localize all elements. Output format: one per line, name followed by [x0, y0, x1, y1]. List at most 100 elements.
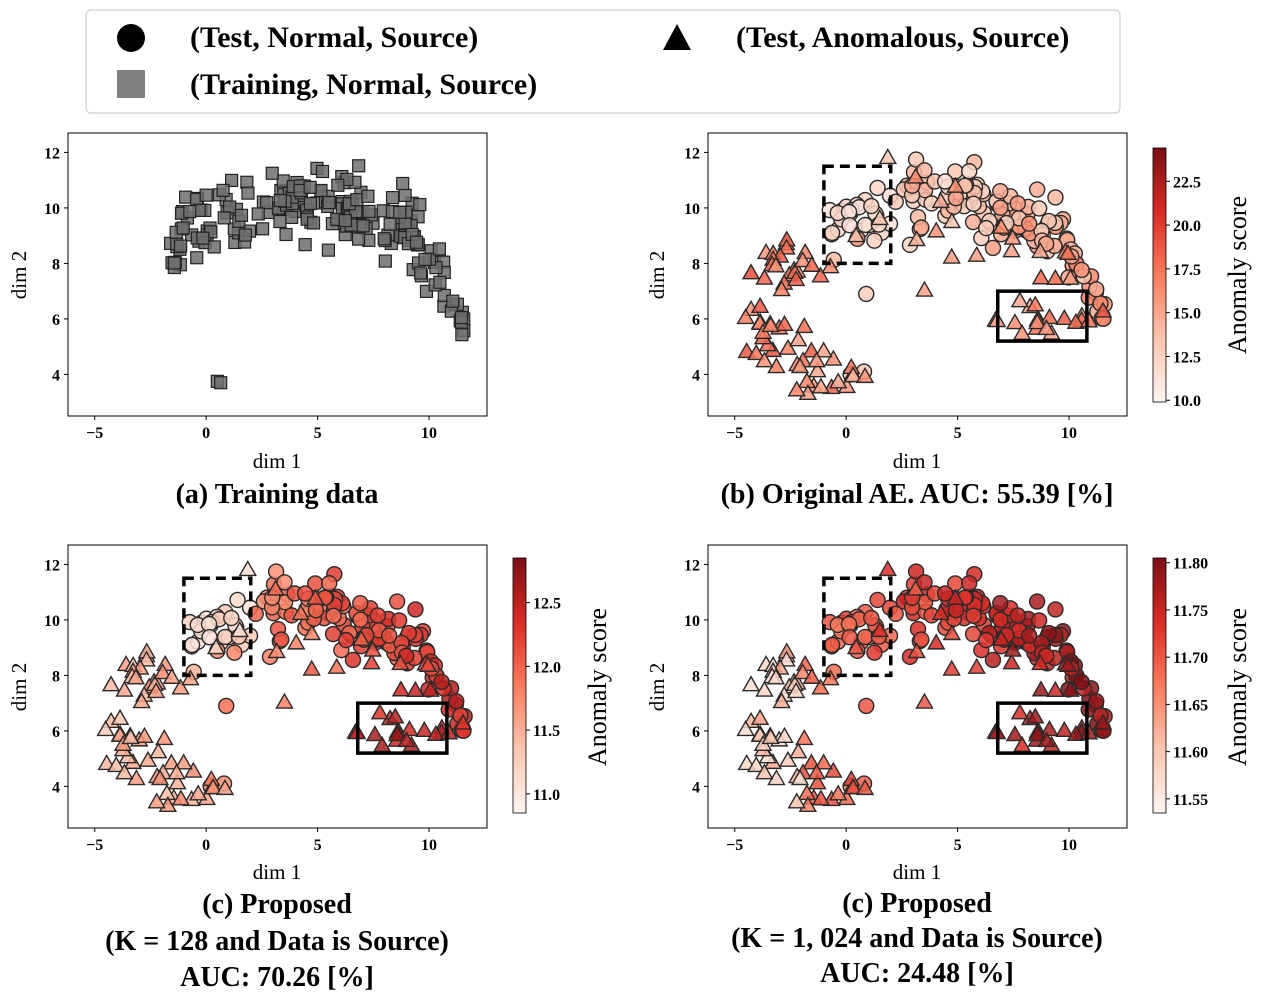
panel-d-ylabel: dim 2 [645, 663, 669, 711]
panel-c-proposed-k128: −5 0 5 10 4 6 8 10 12 dim 1 dim 2 11.0 11.5 12.0 12… [7, 544, 612, 993]
test-normal-point [992, 199, 1009, 216]
colorbar-tick-label: 12.0 [533, 659, 561, 676]
test-anomalous-point [372, 735, 392, 752]
panel-c-colorbar-label: Anomaly score [583, 608, 612, 766]
colorbar-tick-label: 11.80 [1173, 556, 1208, 573]
test-normal-point [866, 644, 883, 661]
test-anomalous-point [906, 579, 925, 596]
x-tick-label: 0 [202, 837, 210, 854]
test-anomalous-point [1037, 731, 1056, 748]
test-anomalous-point [126, 668, 146, 685]
test-anomalous-point [802, 255, 822, 272]
test-anomalous-point [426, 724, 446, 741]
test-anomalous-point [790, 769, 810, 786]
test-anomalous-point [942, 624, 962, 641]
test-anomalous-point [1002, 241, 1021, 258]
training-point [190, 251, 204, 265]
test-anomalous-point [147, 792, 166, 809]
test-anomalous-point [365, 725, 385, 742]
training-point [285, 210, 299, 225]
panel-c-ylabel: dim 2 [7, 663, 31, 711]
test-anomalous-point [802, 667, 822, 684]
test-anomalous-point [287, 633, 306, 650]
training-point [303, 180, 317, 194]
x-tick-label: 0 [842, 837, 850, 854]
test-normal-point [858, 697, 875, 715]
y-tick-label: 4 [692, 367, 700, 384]
test-normal-point [964, 625, 982, 643]
panel-c-caption-line2: (K = 128 and Data is Source) [105, 926, 449, 957]
training-point [251, 207, 265, 221]
panel-d-colorbar-label: Anomaly score [1223, 608, 1252, 766]
panel-a-axes-frame [67, 132, 488, 417]
panel-c-colorbar-ticks: 11.0 11.5 12.0 12.5 [526, 596, 561, 804]
solid-highlight-box [355, 701, 449, 755]
panel-c-boxes [182, 576, 449, 755]
y-tick-label: 10 [684, 201, 700, 218]
test-anomalous-point [808, 361, 827, 378]
test-anomalous-point [821, 669, 840, 686]
test-normal-point [936, 585, 954, 602]
x-tick-label: 5 [314, 837, 322, 854]
test-anomalous-point [115, 680, 134, 697]
solid-highlight-box [995, 701, 1089, 755]
test-normal-point [1028, 181, 1046, 198]
test-anomalous-point [802, 753, 821, 770]
test-anomalous-point [778, 750, 798, 767]
panel-c-colorbar [512, 557, 527, 814]
test-anomalous-point [267, 642, 286, 659]
test-anomalous-point [362, 653, 381, 670]
test-anomalous-point [1027, 725, 1047, 742]
training-point [234, 208, 249, 222]
x-tick-label: 5 [954, 425, 962, 442]
y-tick-label: 6 [692, 724, 700, 741]
test-anomalous-point [789, 742, 808, 759]
panel-d-colorbar-ticks: 11.55 11.60 11.65 11.70 11.75 11.80 [1166, 556, 1208, 809]
test-normal-point [992, 595, 1009, 612]
test-anomalous-point [1026, 295, 1045, 312]
test-anomalous-point [942, 212, 962, 229]
test-anomalous-point [1079, 311, 1099, 328]
test-anomalous-point [747, 343, 766, 361]
colorbar-tick-label: 20.0 [1173, 218, 1201, 235]
panel-b-colorbar-ticks: 10.0 12.5 15.0 17.5 20.0 22.5 [1166, 174, 1201, 410]
test-anomalous-point [824, 761, 843, 778]
test-normal-point [978, 631, 995, 649]
test-normal-point [448, 693, 465, 710]
test-anomalous-point [302, 624, 322, 641]
test-normal-point [984, 239, 1002, 257]
test-anomalous-point [1012, 323, 1032, 340]
test-normal-point [858, 285, 875, 303]
panel-d-caption-line3: AUC: 24.48 [%] [820, 958, 1014, 989]
test-normal-point [1088, 693, 1105, 710]
test-anomalous-point [171, 678, 190, 695]
test-anomalous-point [138, 750, 158, 767]
training-point [352, 159, 366, 173]
test-anomalous-point [162, 667, 182, 684]
test-normal-point [324, 625, 342, 643]
test-normal-point [267, 563, 285, 580]
training-point [238, 228, 252, 242]
test-normal-point [223, 609, 240, 627]
training-points [164, 159, 471, 390]
colorbar-tick-label: 11.55 [1173, 792, 1208, 809]
test-anomalous-point [907, 230, 926, 247]
test-normal-point [1047, 601, 1064, 618]
training-point [383, 217, 397, 231]
test-anomalous-point [146, 681, 166, 699]
panel-b-caption: (b) Original AE. AUC: 55.39 [%] [721, 479, 1114, 510]
test-anomalous-point [1040, 308, 1059, 325]
panel-d-axes-frame [707, 544, 1128, 829]
test-anomalous-point [750, 708, 770, 725]
dashed-highlight-box [182, 576, 253, 678]
y-tick-label: 12 [684, 557, 700, 574]
legend-frame [85, 9, 1121, 114]
test-anomalous-point [115, 763, 134, 780]
test-anomalous-point [1026, 707, 1045, 724]
panel-a-ylabel: dim 2 [7, 251, 31, 299]
training-point [225, 173, 239, 188]
test-anomalous-point [942, 247, 961, 264]
y-tick-label: 8 [692, 668, 700, 685]
colorbar-tick-label: 11.5 [533, 723, 560, 740]
test-anomalous-point [870, 209, 889, 226]
